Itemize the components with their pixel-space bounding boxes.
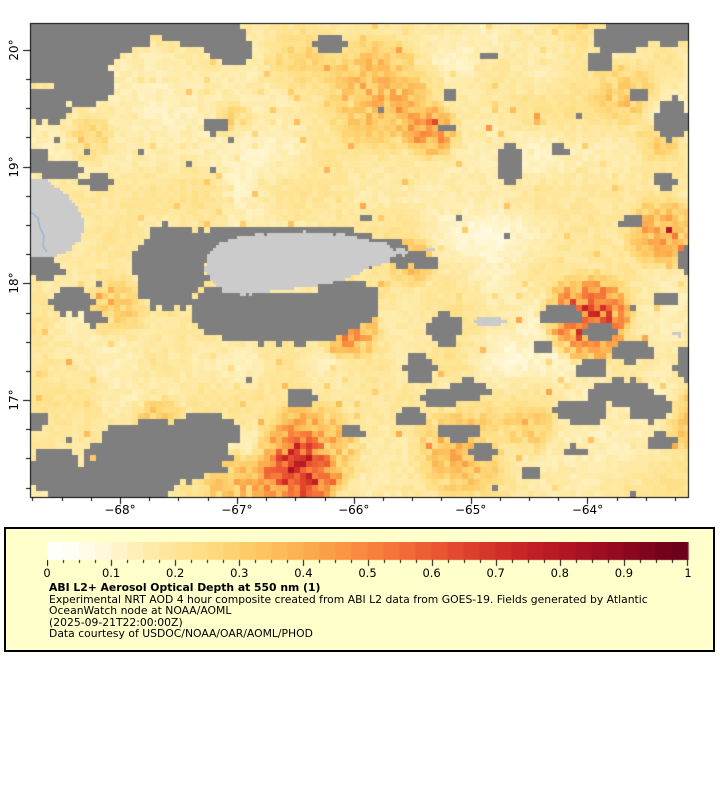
- colorbar-tick-label: 0.8: [550, 566, 569, 580]
- y-tick-label: 19°: [7, 155, 21, 178]
- x-tick-label: −67°: [221, 503, 253, 517]
- x-tick-label: −68°: [104, 503, 136, 517]
- colorbar-tick-label: 0.7: [486, 566, 505, 580]
- legend-lines: Experimental NRT AOD 4 hour composite cr…: [49, 592, 701, 641]
- colorbar-tick-label: 0.4: [294, 566, 313, 580]
- colorbar-tick-label: 0.5: [358, 566, 377, 580]
- legend-text: ABI L2+ Aerosol Optical Depth at 550 nm …: [49, 582, 701, 640]
- colorbar: [47, 542, 693, 568]
- legend-line: (2025-09-21T22:00:00Z): [49, 615, 183, 629]
- y-tick-label: 17°: [7, 389, 21, 411]
- x-tick-label: −65°: [454, 503, 487, 517]
- colorbar-tick-label: 0.6: [422, 566, 441, 580]
- colorbar-tick-label: 0.1: [101, 566, 121, 580]
- x-tick-label: −66°: [338, 503, 370, 517]
- x-tick-label: −64°: [571, 503, 604, 517]
- colorbar-tick-label: 0.9: [614, 566, 634, 580]
- legend-line: Experimental NRT AOD 4 hour composite cr…: [49, 592, 648, 606]
- colorbar-tick-label: 0.3: [230, 566, 249, 580]
- colorbar-tick-label: 1: [684, 566, 692, 580]
- legend-line: OceanWatch node at NOAA/AOML: [49, 604, 232, 618]
- legend-line: Data courtesy of USDOC/NOAA/OAR/AOML/PHO…: [49, 627, 313, 641]
- y-tick-label: 18°: [7, 272, 21, 294]
- aod-map-canvas: [0, 0, 720, 522]
- legend-title: ABI L2+ Aerosol Optical Depth at 550 nm …: [49, 581, 321, 594]
- colorbar-tick-label: 0: [43, 566, 51, 580]
- legend-box: 0 0.1 0.2 0.3 0.4 0.5 0.6 0.7 0.8 0.9 1 ABI L2+ Ae…: [4, 527, 715, 652]
- colorbar-tick-label: 0.2: [166, 566, 185, 580]
- y-tick-label: 20°: [7, 39, 21, 61]
